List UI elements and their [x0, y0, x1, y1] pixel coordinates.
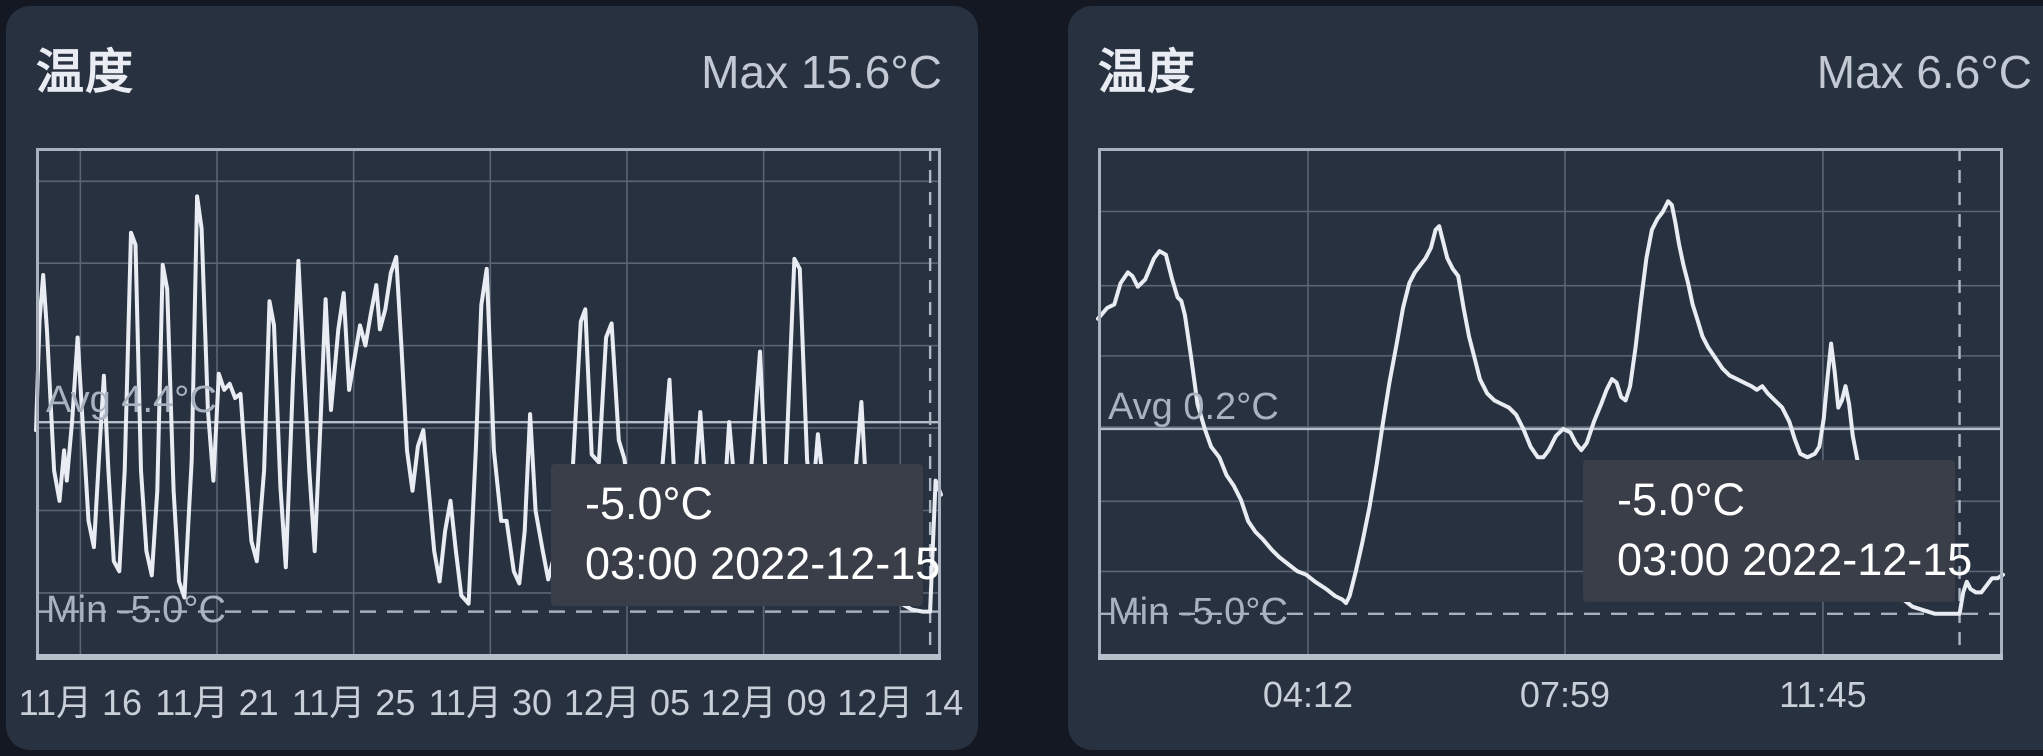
x-tick-label: 04:12 — [1262, 674, 1353, 715]
temperature-chart-monthly[interactable] — [34, 148, 943, 660]
x-axis-labels: 11月 16 11月 21 11月 25 11月 30 12月 05 12月 09 12月 … — [19, 674, 964, 723]
avg-line-label: Avg 0.2°C — [1108, 385, 1279, 428]
tooltip-datetime: 03:00 2022-12-15 — [585, 538, 941, 589]
x-tick-label: 07:59 — [1519, 674, 1611, 715]
chart-svg — [34, 148, 943, 660]
card-title: 温度 — [36, 46, 135, 99]
x-tick-label: 12月 09 — [700, 682, 827, 723]
temperature-card-daily: 温度 Max 6.6°C Avg 0.2°C Min -5.0°C 04:12 0… — [1068, 6, 2043, 750]
x-tick-label: 11月 16 — [18, 682, 143, 723]
x-tick-label: 11月 21 — [155, 682, 279, 723]
x-tick-label: 12月 05 — [563, 682, 690, 723]
min-line-label: Min -5.0°C — [1108, 590, 1288, 633]
max-temperature-label: Max 6.6°C — [1816, 46, 2032, 98]
cursor-tooltip: -5.0°C 03:00 2022-12-15 — [551, 464, 941, 606]
x-tick-label: 12月 14 — [837, 682, 964, 723]
temperature-series-line — [1096, 199, 2005, 616]
min-line-label: Min -5.0°C — [46, 588, 226, 631]
x-tick-label: 11月 30 — [428, 682, 553, 723]
tooltip-temperature: -5.0°C — [1617, 474, 1746, 525]
temperature-card-monthly: 温度 Max 15.6°C Avg 4.4°C Min -5.0°C 11月 1… — [6, 6, 978, 750]
x-tick-label: 11月 25 — [291, 682, 416, 723]
cursor-tooltip: -5.0°C 03:00 2022-12-15 — [1583, 460, 1973, 602]
card-header: 温度 Max 15.6°C — [36, 32, 942, 102]
card-title: 温度 — [1098, 46, 1197, 99]
tooltip-temperature: -5.0°C — [585, 478, 714, 529]
avg-line-label: Avg 4.4°C — [46, 379, 217, 422]
max-temperature-label: Max 15.6°C — [701, 46, 942, 98]
card-header: 温度 Max 6.6°C — [1098, 32, 2032, 102]
x-axis-labels: 04:12 07:59 11:45 — [1098, 674, 2003, 722]
tooltip-datetime: 03:00 2022-12-15 — [1617, 534, 1973, 585]
x-tick-label: 11:45 — [1779, 674, 1867, 715]
